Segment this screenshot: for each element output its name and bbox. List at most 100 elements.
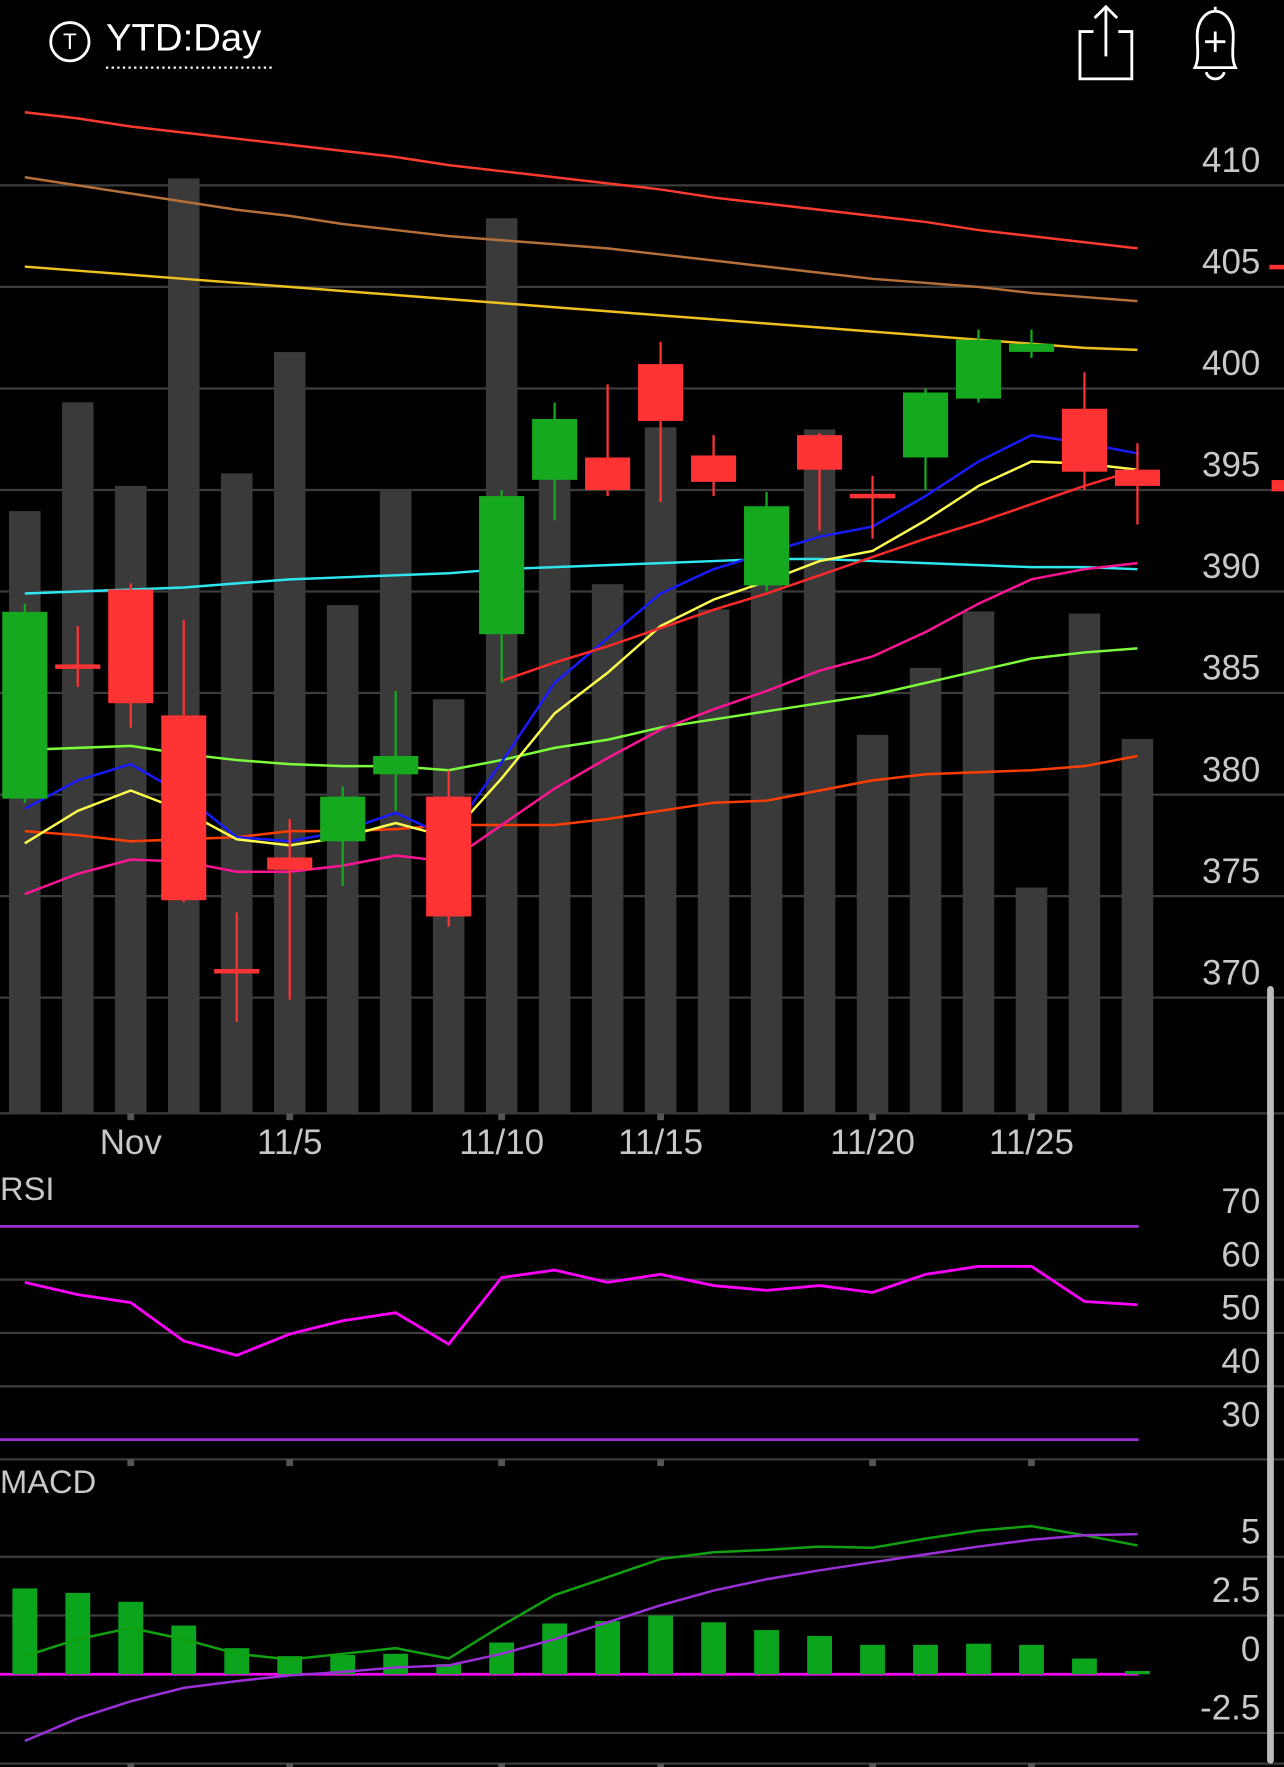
x-tick-label: 11/10: [459, 1123, 544, 1162]
y-tick-label: 385: [1202, 649, 1260, 688]
histogram-bar: [65, 1592, 91, 1675]
y-tick-label: 70: [1221, 1182, 1260, 1221]
candle-body: [744, 506, 790, 586]
candle-body: [638, 364, 684, 421]
candle-body: [691, 455, 737, 482]
badge: T: [63, 29, 77, 54]
x-tick: [657, 1763, 664, 1767]
candle-body: [373, 755, 419, 775]
indicator-line: [24, 557, 1138, 595]
candle-body: [585, 457, 631, 490]
scrollbar[interactable]: [1267, 986, 1274, 1764]
histogram-bar: [648, 1615, 674, 1675]
histogram-bar: [966, 1643, 991, 1675]
candle-body: [1008, 343, 1055, 352]
x-tick: [1028, 1459, 1035, 1467]
y-tick-label: -2.5: [1200, 1689, 1260, 1728]
y-tick-label: 400: [1202, 344, 1260, 383]
badge-icon: [49, 21, 91, 63]
candle-body: [532, 418, 578, 480]
y-tick-label: 40: [1221, 1342, 1260, 1381]
volume-bar: [1121, 739, 1154, 1114]
volume-bar: [1068, 613, 1101, 1114]
candle-body: [320, 796, 366, 842]
histogram-bar: [489, 1642, 515, 1675]
y-tick-label: 370: [1202, 953, 1260, 992]
indicator-line: [24, 265, 1138, 352]
x-tick: [869, 1763, 876, 1767]
chart-title[interactable]: YTD:Day: [106, 17, 262, 60]
y-tick-label: 5: [1241, 1512, 1260, 1551]
indicator-line: [24, 433, 1138, 843]
candle-body: [797, 435, 843, 470]
histogram-bar: [860, 1644, 885, 1675]
candle-body: [2, 611, 48, 799]
x-tick-label: 11/15: [618, 1123, 703, 1162]
x-tick: [869, 1459, 876, 1467]
indicator-line: [24, 561, 1138, 896]
candle-body: [108, 589, 154, 704]
histogram-bar: [595, 1621, 621, 1675]
x-tick: [498, 1763, 506, 1767]
candle-body: [955, 339, 1002, 399]
y-tick-label: 380: [1202, 750, 1260, 789]
indicator-line: [24, 1524, 1138, 1661]
histogram-bar: [1019, 1644, 1044, 1675]
indicator-line: [24, 460, 1138, 847]
y-tick-label: 2.5: [1212, 1571, 1261, 1610]
volume-bar: [9, 511, 41, 1114]
histogram-bar: [1125, 1670, 1150, 1675]
candle-body: [267, 857, 313, 870]
volume-bar: [538, 423, 571, 1114]
alert-icon[interactable]: [1192, 6, 1238, 81]
indicator-line: [24, 754, 1138, 843]
y-tick-label: 405: [1202, 243, 1260, 282]
candle-body: [902, 392, 949, 458]
x-tick: [127, 1113, 135, 1121]
x-tick-label: Nov: [100, 1123, 163, 1162]
x-tick-label: 11/20: [830, 1123, 915, 1162]
histogram-bar: [701, 1622, 726, 1675]
x-tick: [869, 1113, 876, 1121]
x-tick-label: 11/5: [257, 1123, 322, 1162]
x-tick: [286, 1459, 294, 1467]
y-tick-label: 0: [1241, 1630, 1260, 1669]
histogram-bar: [754, 1630, 779, 1675]
volume-bar: [1015, 887, 1048, 1114]
y-tick-label: 375: [1202, 852, 1260, 891]
x-tick: [127, 1459, 135, 1467]
y-tick-label: 410: [1202, 141, 1260, 180]
candle-body: [214, 968, 260, 974]
candle-body: [55, 664, 101, 669]
share-icon[interactable]: [1078, 4, 1134, 81]
histogram-bar: [277, 1656, 303, 1675]
candle-body: [426, 796, 472, 917]
indicator-line: [24, 1532, 1138, 1743]
y-tick-label: 60: [1221, 1235, 1260, 1274]
x-tick-label: 11/25: [989, 1123, 1074, 1162]
histogram-bar: [1072, 1658, 1097, 1675]
candle-body: [479, 496, 525, 635]
y-tick-label: 395: [1202, 446, 1260, 485]
histogram-bar: [436, 1664, 462, 1675]
volume-bar: [803, 429, 836, 1114]
indicator-line: [24, 111, 1138, 250]
histogram-bar: [542, 1623, 568, 1675]
x-tick: [1028, 1763, 1035, 1767]
x-tick: [657, 1459, 664, 1467]
x-tick: [286, 1113, 294, 1121]
volume-bar: [644, 427, 677, 1114]
histogram-bar: [807, 1635, 832, 1675]
candle-body: [161, 715, 207, 901]
y-tick-label: 390: [1202, 547, 1260, 586]
candle-body: [1061, 408, 1108, 472]
x-tick: [657, 1113, 664, 1121]
histogram-bar: [383, 1653, 409, 1675]
price-marker: [1269, 264, 1284, 270]
indicator-line: [24, 647, 1138, 772]
candle-body: [1114, 469, 1160, 486]
x-tick: [1028, 1113, 1035, 1121]
